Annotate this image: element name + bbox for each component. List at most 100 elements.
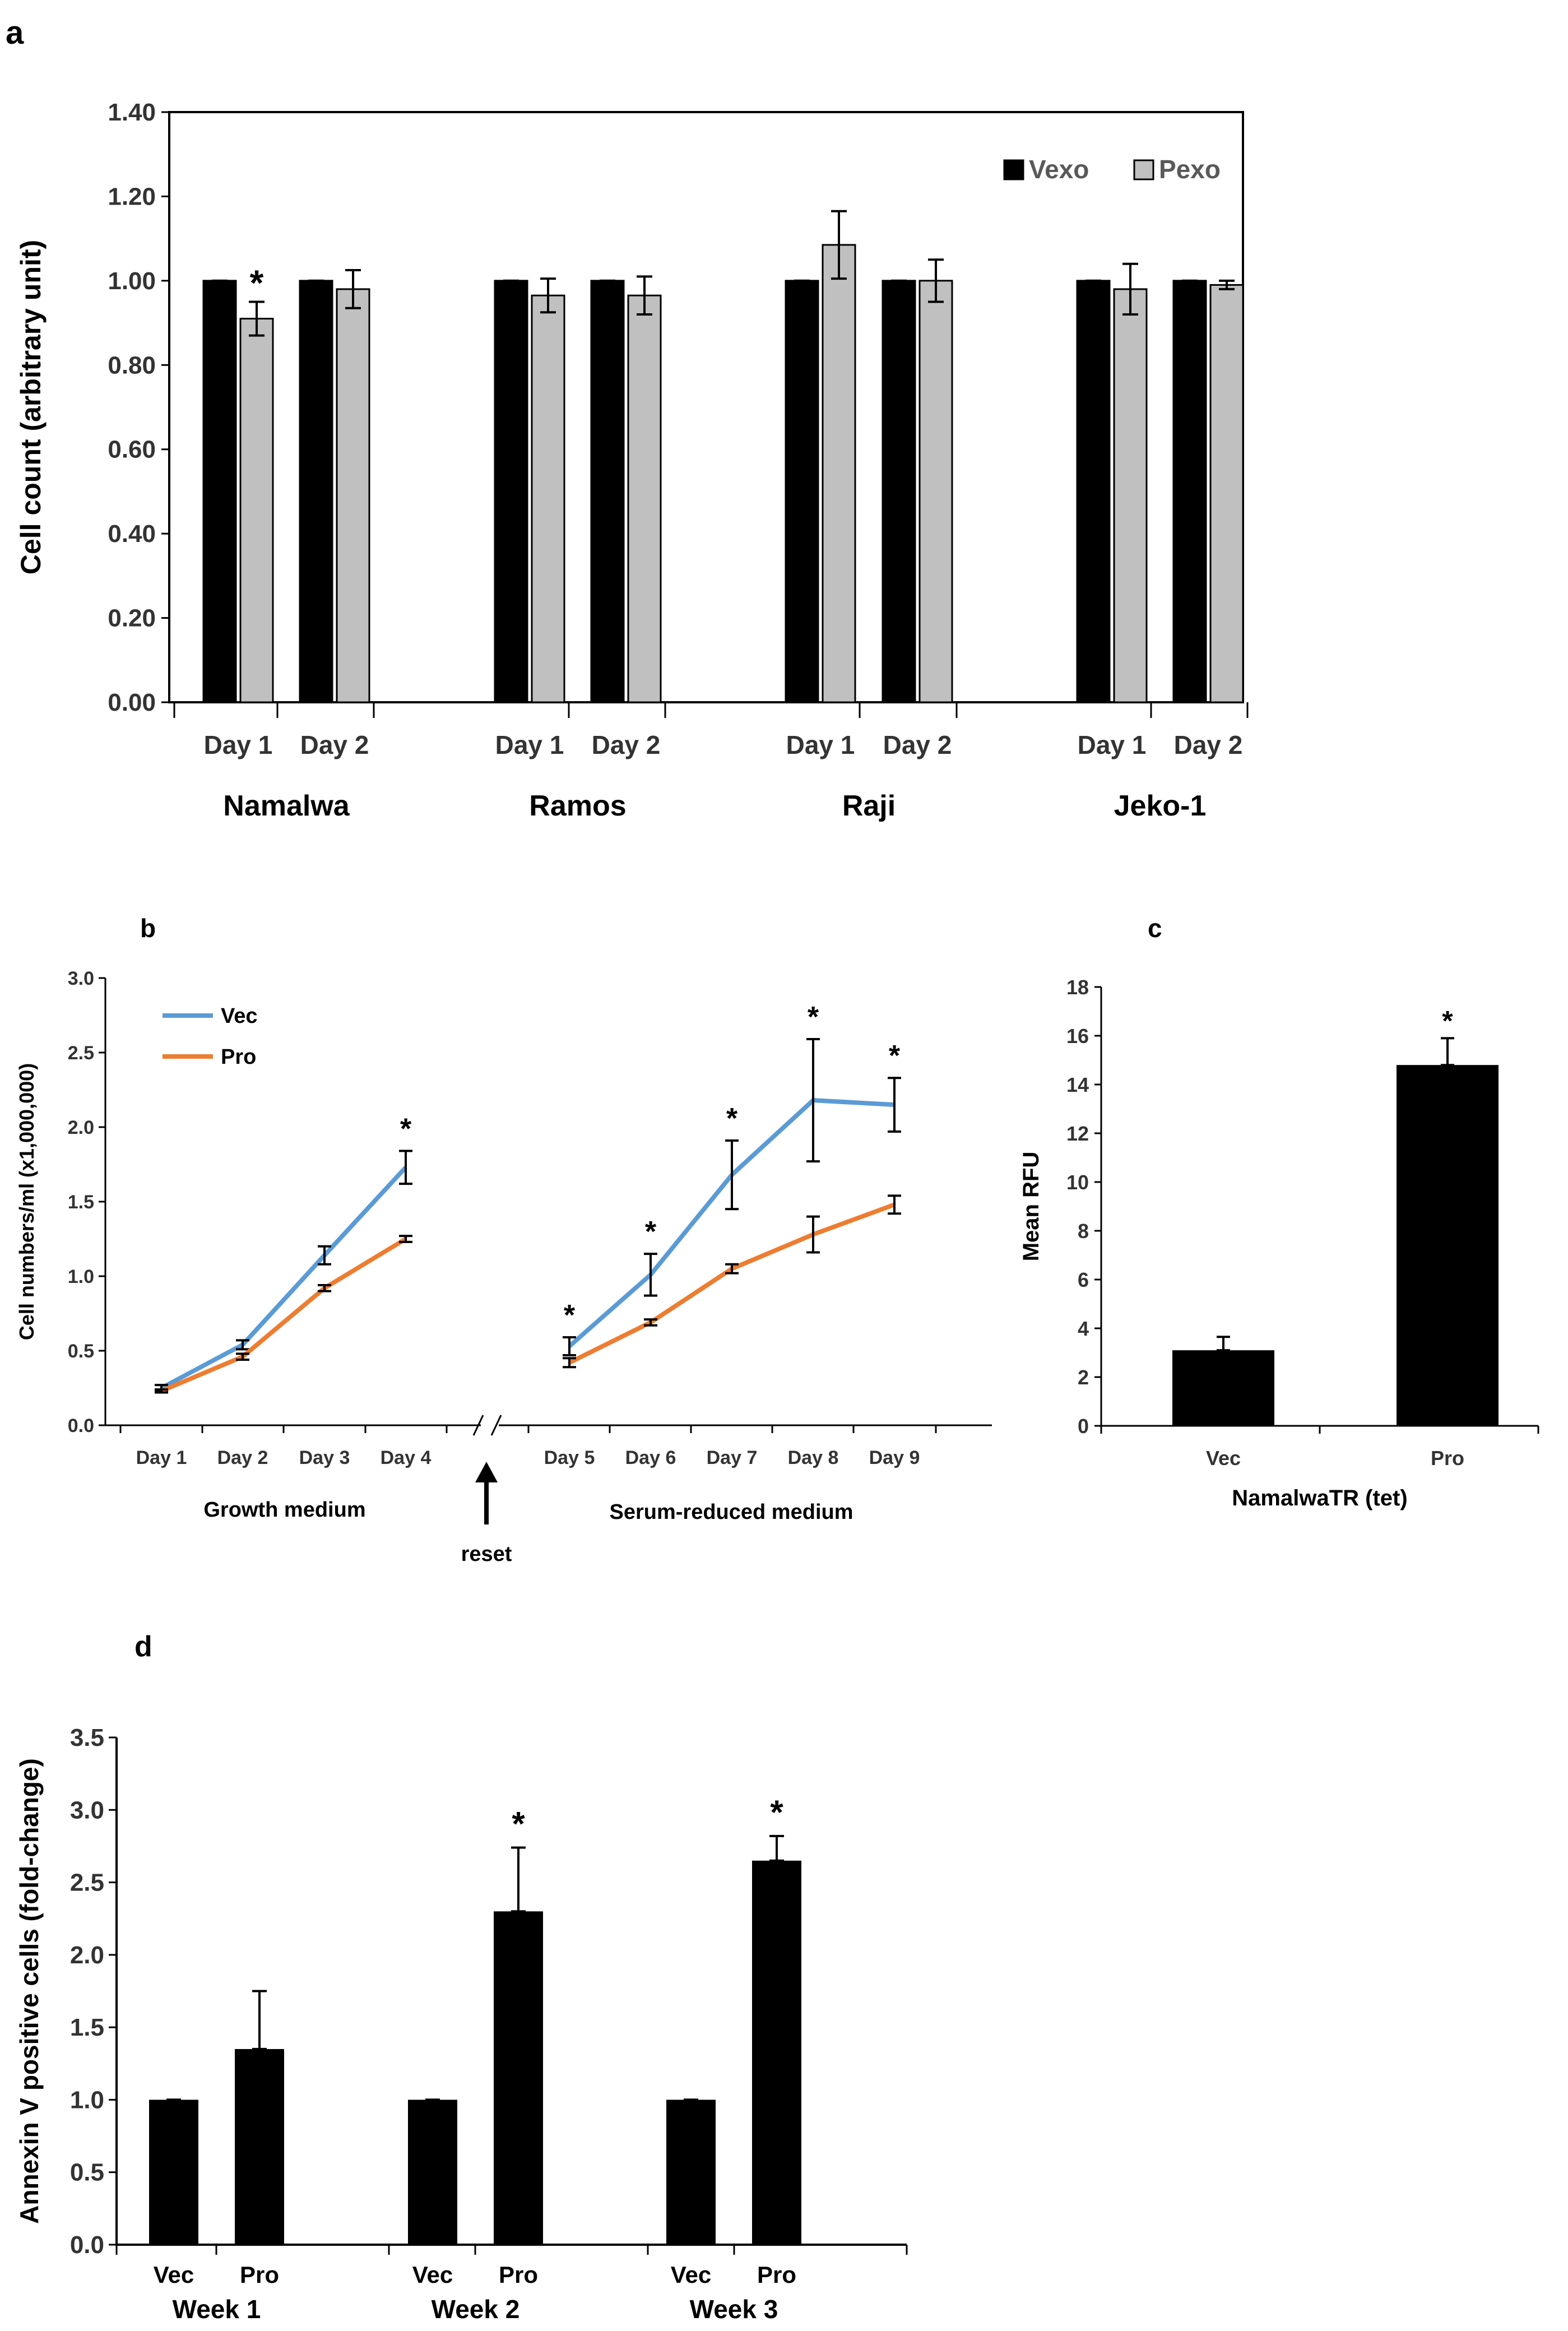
y-tick-label-b: 0.5 <box>68 1341 94 1362</box>
significance-star-b: * <box>564 1299 576 1332</box>
significance-star-a: * <box>250 262 264 303</box>
y-tick-label-c: 10 <box>1066 1171 1089 1194</box>
y-tick-label-c: 0 <box>1078 1415 1089 1438</box>
y-tick-label-a: 0.40 <box>108 520 156 548</box>
x-tick-label-b: Day 2 <box>217 1447 268 1468</box>
y-tick-label-b: 1.0 <box>68 1266 94 1287</box>
panel-letter-d: d <box>134 1630 152 1663</box>
legend-label-vexo: Vexo <box>1029 155 1089 184</box>
bar-vec <box>408 2100 457 2245</box>
bar-pexo <box>239 318 274 703</box>
bar-pro <box>752 1860 801 2245</box>
x-tick-label-d: Vec <box>671 2262 711 2288</box>
chart-b: 0.0 0.5 1.0 1.5 2.0 2.5 3.0 Cell numbers/ml (x1… <box>15 968 992 1566</box>
group-label-a: Jeko-1 <box>1114 790 1207 822</box>
y-axis-title-c: Mean RFU <box>1019 1152 1043 1262</box>
significance-star-b: * <box>645 1216 657 1248</box>
x-tick-label-a: Day 2 <box>1174 730 1243 759</box>
x-tick-label-b: Day 5 <box>544 1447 595 1468</box>
y-tick-label-b: 2.0 <box>68 1117 94 1138</box>
bar-pexo <box>627 294 662 703</box>
bar-vexo <box>202 280 237 703</box>
bar-pexo <box>1209 284 1244 703</box>
significance-star-b: * <box>808 1001 819 1034</box>
significance-star-c: * <box>1442 1005 1453 1036</box>
y-tick-label-c: 12 <box>1066 1122 1089 1145</box>
y-tick-label-d: 2.0 <box>70 1941 104 1969</box>
bar-pro <box>1397 1065 1499 1426</box>
significance-star-b: * <box>726 1102 738 1135</box>
y-tick-label-d: 3.0 <box>70 1796 104 1824</box>
y-tick-label-a: 0.00 <box>108 689 156 716</box>
x-tick-label-b: Day 8 <box>788 1447 839 1468</box>
x-tick-label-a: Day 1 <box>495 730 564 759</box>
x-tick-label-d: Vec <box>154 2262 194 2288</box>
panel-letter-c: c <box>1148 914 1162 943</box>
reset-label: reset <box>461 1542 512 1566</box>
group-label-d: Week 1 <box>173 2295 261 2324</box>
y-tick-label-d: 0.5 <box>70 2159 104 2186</box>
bar-vec <box>666 2100 716 2245</box>
group-label-a: Namalwa <box>223 790 350 822</box>
x-tick-label-d: Vec <box>412 2262 453 2288</box>
bar-vexo <box>299 280 333 703</box>
legend-label-pexo: Pexo <box>1159 155 1221 184</box>
axis-break-mark <box>472 1415 484 1436</box>
x-tick-label-d: Pro <box>240 2262 279 2288</box>
x-tick-label-c: Vec <box>1206 1447 1241 1470</box>
y-tick-label-d: 3.5 <box>70 1724 104 1751</box>
bar-pexo <box>822 244 856 703</box>
x-tick-label-d: Pro <box>499 2262 538 2288</box>
segment-label-b: Growth medium <box>203 1498 365 1522</box>
segment-label-b: Serum-reduced medium <box>610 1500 853 1524</box>
x-tick-label-a: Day 2 <box>592 730 661 759</box>
y-tick-label-b: 0.0 <box>68 1415 94 1436</box>
x-tick-label-b: Day 1 <box>136 1447 187 1468</box>
bar-pexo <box>336 288 370 703</box>
y-tick-label-c: 16 <box>1066 1025 1089 1048</box>
group-label-d: Week 2 <box>432 2295 520 2324</box>
series-line-pro <box>160 1237 407 1393</box>
legend-label-pro: Pro <box>221 1045 256 1069</box>
x-tick-label-a: Day 1 <box>204 730 273 759</box>
chart-a: 0.00 0.20 0.40 0.60 0.80 1.00 1.20 1.40 Cell cou… <box>15 99 1249 822</box>
bar-vexo <box>882 280 916 703</box>
bar-pexo <box>918 280 953 703</box>
y-tick-label-c: 6 <box>1078 1268 1089 1291</box>
x-axis-title-c: NamalwaTR (tet) <box>1232 1486 1407 1510</box>
y-tick-label-d: 1.0 <box>70 2086 104 2114</box>
panel-letter-b: b <box>140 914 156 943</box>
y-tick-label-c: 14 <box>1066 1073 1089 1096</box>
significance-star-d: * <box>770 1794 783 1831</box>
bar-vec <box>149 2100 198 2245</box>
y-tick-label-a: 0.20 <box>108 605 156 632</box>
y-axis-title-b: Cell numbers/ml (x1,000,000) <box>15 1063 38 1340</box>
x-tick-label-d: Pro <box>757 2262 796 2288</box>
legend-swatch-vexo <box>1003 159 1024 180</box>
y-tick-label-c: 2 <box>1078 1366 1089 1389</box>
x-tick-label-a: Day 2 <box>883 730 952 759</box>
significance-star-b: * <box>889 1040 901 1072</box>
significance-star-d: * <box>512 1805 525 1843</box>
y-tick-label-a: 1.20 <box>108 183 156 210</box>
reset-arrow-head <box>475 1462 498 1482</box>
y-tick-label-a: 0.80 <box>108 351 156 379</box>
series-line-vec <box>160 1166 407 1391</box>
x-tick-label-a: Day 2 <box>300 730 369 759</box>
x-tick-label-c: Pro <box>1431 1447 1464 1470</box>
chart-c: 0 2 4 6 8 10 12 14 16 18 Mean RFU Vec Pro * NamalwaTR … <box>1019 976 1539 1510</box>
y-tick-label-b: 3.0 <box>68 968 94 989</box>
y-tick-label-a: 1.40 <box>108 99 156 126</box>
y-tick-label-a: 0.60 <box>108 436 156 464</box>
bar-vexo <box>1076 280 1111 703</box>
bar-vexo <box>590 280 625 703</box>
bar-pro <box>235 2049 284 2245</box>
y-tick-label-c: 18 <box>1066 976 1089 999</box>
panel-letter-a: a <box>6 15 24 51</box>
series-line-pro <box>568 1202 896 1365</box>
chart-d: 0.0 0.5 1.0 1.5 2.0 2.5 3.0 3.5 Annexin V positi… <box>15 1724 908 2324</box>
y-tick-label-d: 1.5 <box>70 2014 104 2041</box>
x-tick-label-a: Day 1 <box>786 730 855 759</box>
y-tick-label-c: 4 <box>1078 1317 1089 1340</box>
